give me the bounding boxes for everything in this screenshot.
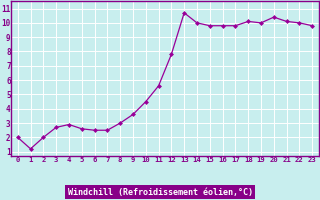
- Text: Windchill (Refroidissement éolien,°C): Windchill (Refroidissement éolien,°C): [68, 188, 252, 196]
